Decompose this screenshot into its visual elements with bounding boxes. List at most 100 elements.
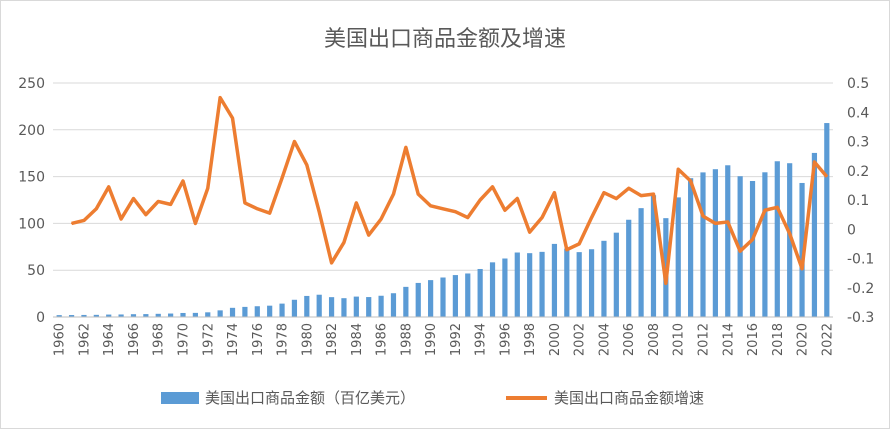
y-axis-right: -0.3 -0.2 -0.1 0 0.1 0.2 0.3 0.4 0.5 xyxy=(847,76,874,326)
line-point-2006 xyxy=(628,187,630,189)
bar-1990 xyxy=(428,280,434,317)
bar-1970 xyxy=(180,312,186,317)
bar-1966 xyxy=(130,314,137,317)
line-point-1996 xyxy=(504,209,506,211)
bar-1975 xyxy=(242,306,248,317)
line-point-2018 xyxy=(776,206,778,208)
line-point-2010 xyxy=(677,168,679,170)
bar-2001 xyxy=(564,248,570,317)
bar-1979 xyxy=(291,299,298,317)
bar-1992 xyxy=(452,275,458,317)
bar-1977 xyxy=(267,305,273,317)
line-point-2021 xyxy=(813,161,816,163)
bar-1965 xyxy=(118,314,124,317)
x-tick-label: 1992 xyxy=(449,323,464,356)
bar-2014 xyxy=(725,165,731,317)
line-point-2004 xyxy=(603,192,605,194)
x-tick-label: 2008 xyxy=(647,323,662,356)
x-tick-label: 1966 xyxy=(127,323,142,356)
x-tick-label: 2002 xyxy=(573,323,588,356)
x-tick-label: 1988 xyxy=(399,323,414,356)
line-point-1993 xyxy=(467,216,469,219)
y-right-tick-label: -0.1 xyxy=(847,252,874,268)
x-tick-label: 2000 xyxy=(548,323,563,356)
x-tick-label: 2004 xyxy=(597,323,612,356)
bar-1999 xyxy=(539,251,545,317)
line-point-1988 xyxy=(405,146,407,148)
x-axis: 1960 1962 1964 1966 1968 1970 1972 1974 1976 1978… xyxy=(53,316,835,356)
line-point-2015 xyxy=(739,250,741,252)
line-point-1972 xyxy=(207,187,209,189)
line-point-2005 xyxy=(615,197,617,200)
y-right-tick-label: 0.2 xyxy=(847,164,869,180)
x-tick-label: 1982 xyxy=(325,323,340,356)
line-point-2009 xyxy=(665,282,667,284)
bar-2005 xyxy=(613,232,619,317)
line-point-1998 xyxy=(529,231,531,233)
bar-1976 xyxy=(254,306,260,317)
line-point-1995 xyxy=(491,186,494,188)
x-tick-label: 1998 xyxy=(523,323,538,356)
x-tick-label: 1968 xyxy=(152,323,167,356)
bar-2017 xyxy=(762,172,768,317)
bar-2013 xyxy=(712,169,718,317)
y-left-tick-label: 150 xyxy=(18,170,45,186)
y-right-tick-label: 0 xyxy=(847,222,856,238)
line-point-1968 xyxy=(157,200,159,203)
y-left-tick-label: 50 xyxy=(27,263,45,279)
y-right-tick-label: -0.3 xyxy=(847,310,874,326)
line-point-1983 xyxy=(343,241,345,244)
line-point-2012 xyxy=(702,215,704,217)
line-point-1994 xyxy=(479,199,481,201)
bar-2004 xyxy=(601,240,607,317)
line-point-1989 xyxy=(417,193,419,195)
x-tick-label: 1972 xyxy=(201,323,216,356)
line-point-2017 xyxy=(764,209,766,211)
x-tick-label: 1960 xyxy=(53,323,68,356)
bar-2020 xyxy=(799,182,805,317)
x-tick-label: 1970 xyxy=(177,323,192,356)
line-point-2001 xyxy=(566,249,568,251)
bar-2002 xyxy=(576,252,582,317)
bar-1967 xyxy=(143,314,149,317)
x-tick-label: 2018 xyxy=(771,323,786,356)
line-point-1975 xyxy=(244,202,246,204)
bar-1985 xyxy=(366,297,372,317)
x-tick-label: 1962 xyxy=(77,323,92,356)
x-tick-label: 1980 xyxy=(300,323,315,356)
line-point-2002 xyxy=(578,243,580,245)
bar-2008 xyxy=(650,195,657,317)
bar-1974 xyxy=(229,307,236,317)
x-tick-label: 1984 xyxy=(350,323,365,356)
line-point-1961 xyxy=(70,222,73,224)
x-tick-label: 2010 xyxy=(672,323,687,356)
legend-bar-label: 美国出口商品金额（百亿美元） xyxy=(205,389,415,407)
bar-1972 xyxy=(205,312,211,317)
line-point-1978 xyxy=(281,177,283,179)
bar-1964 xyxy=(106,314,112,317)
line-point-1974 xyxy=(231,117,234,119)
line-point-2020 xyxy=(801,268,803,270)
line-point-1967 xyxy=(145,214,147,216)
legend: 美国出口商品金额（百亿美元） 美国出口商品金额增速 xyxy=(161,389,704,407)
line-point-2016 xyxy=(751,238,754,241)
bar-1997 xyxy=(514,252,520,317)
line-point-2011 xyxy=(690,180,692,182)
bar-2021 xyxy=(811,152,818,317)
bar-1995 xyxy=(489,262,496,317)
bar-series xyxy=(56,123,830,318)
x-tick-label: 2022 xyxy=(820,323,835,356)
y-right-tick-label: 0.4 xyxy=(847,105,869,121)
bar-2007 xyxy=(638,208,644,317)
y-right-tick-label: 0.1 xyxy=(847,193,869,209)
line-point-2008 xyxy=(652,193,655,195)
bar-2015 xyxy=(737,176,743,317)
line-point-1999 xyxy=(541,216,543,219)
bar-1980 xyxy=(304,295,310,317)
x-tick-label: 2014 xyxy=(721,323,736,356)
y-right-tick-label: -0.2 xyxy=(847,281,874,297)
bar-1994 xyxy=(477,268,483,317)
line-point-2007 xyxy=(640,195,642,197)
